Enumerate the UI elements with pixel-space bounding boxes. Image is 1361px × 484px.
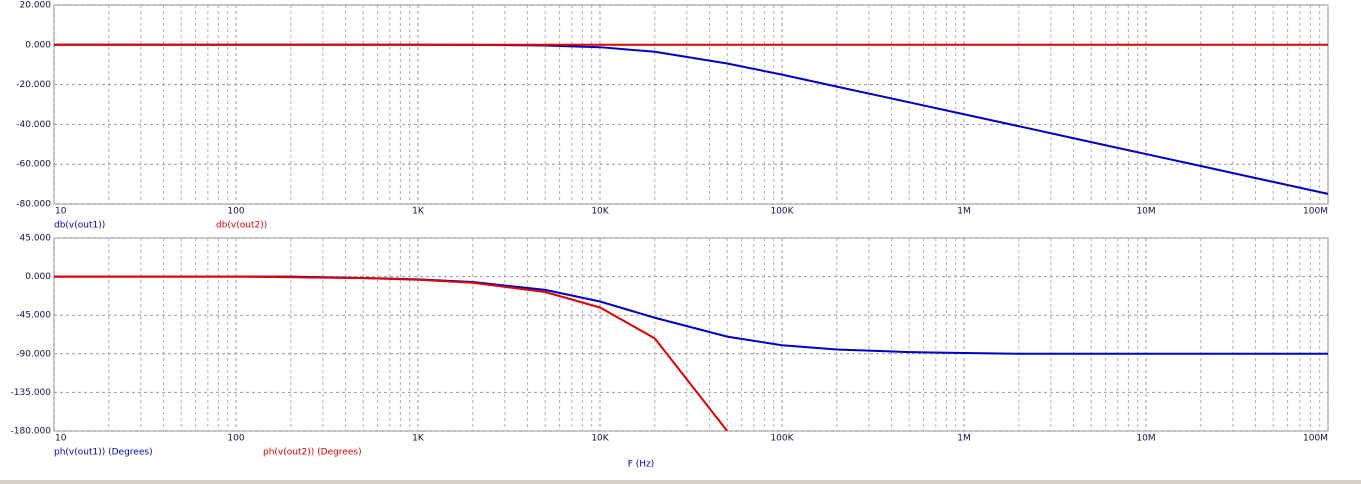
status-strip — [0, 480, 1361, 484]
x-tick-label: 10M — [1136, 434, 1155, 444]
y-tick-label: -90.000 — [16, 349, 51, 359]
x-tick-label: 100K — [770, 207, 794, 217]
y-tick-label: -40.000 — [16, 120, 51, 130]
x-tick-label: 1K — [412, 207, 425, 217]
y-tick-label: 0.000 — [25, 40, 51, 50]
y-tick-label: -45.000 — [16, 311, 51, 321]
y-tick-label: -60.000 — [16, 160, 51, 170]
x-tick-label: 1M — [957, 434, 971, 444]
x-tick-label: 1K — [412, 434, 425, 444]
series-line — [54, 275, 728, 432]
x-tick-label: 100 — [227, 207, 244, 217]
x-tick-label: 100 — [227, 434, 244, 444]
plot-frame — [53, 4, 1329, 205]
x-tick-label: 100M — [1303, 434, 1328, 444]
y-tick-label: -80.000 — [16, 200, 51, 210]
x-tick-label: 100K — [770, 434, 794, 444]
legend-label: ph(v(out1)) (Degrees) — [54, 448, 153, 458]
legend-label: ph(v(out2)) (Degrees) — [263, 448, 362, 458]
legend-label: db(v(out2)) — [216, 221, 267, 231]
x-tick-label: 10 — [55, 434, 67, 444]
x-tick-label: 10 — [55, 207, 67, 217]
plot-frame — [53, 237, 1329, 432]
y-tick-label: -20.000 — [16, 80, 51, 90]
x-tick-label: 10K — [591, 434, 609, 444]
x-axis-label: F (Hz) — [628, 460, 655, 470]
legend-label: db(v(out1)) — [54, 221, 105, 231]
x-tick-label: 10K — [591, 207, 609, 217]
series-line — [54, 43, 1329, 195]
x-tick-label: 10M — [1136, 207, 1155, 217]
y-tick-label: -180.000 — [11, 427, 52, 437]
y-tick-label: 0.000 — [25, 272, 51, 282]
y-tick-label: 45.000 — [20, 234, 52, 244]
x-tick-label: 1M — [957, 207, 971, 217]
y-tick-label: 20.000 — [20, 1, 52, 11]
x-tick-label: 100M — [1303, 207, 1328, 217]
y-tick-label: -135.000 — [11, 388, 52, 398]
